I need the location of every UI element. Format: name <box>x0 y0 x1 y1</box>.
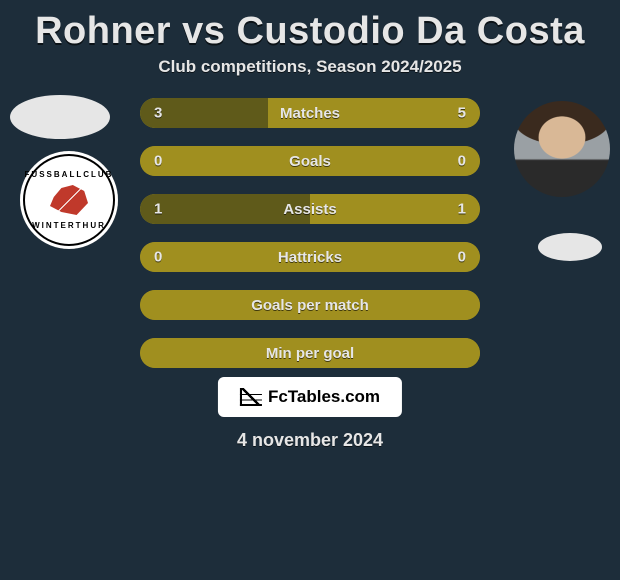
player-right-avatar <box>514 101 610 197</box>
comparison-content: FUSSBALLCLUB WINTERTHUR 3 5 Matches 0 0 Goals… <box>0 95 620 495</box>
stat-value-left: 0 <box>154 153 162 170</box>
stat-label: Matches <box>280 105 340 122</box>
player-left-avatar-placeholder <box>10 95 110 139</box>
stat-value-left: 0 <box>154 249 162 266</box>
stat-bar: 1 1 Assists <box>140 194 480 224</box>
stat-bar: Min per goal <box>140 338 480 368</box>
stat-value-right: 0 <box>458 249 466 266</box>
player-left-club-badge: FUSSBALLCLUB WINTERTHUR <box>20 151 118 249</box>
club-badge-arc-bottom: WINTERTHUR <box>32 221 106 230</box>
snapshot-date: 4 november 2024 <box>0 430 620 451</box>
stat-value-right: 0 <box>458 153 466 170</box>
stat-value-right: 1 <box>458 201 466 218</box>
stat-bar: Goals per match <box>140 290 480 320</box>
site-logo[interactable]: FcTables.com <box>218 377 402 417</box>
stat-bar-fill-left <box>140 146 310 176</box>
stat-label: Goals <box>289 153 331 170</box>
stat-value-left: 1 <box>154 201 162 218</box>
lion-icon <box>50 185 88 215</box>
player-right-club-placeholder <box>538 233 602 261</box>
stat-bar: 3 5 Matches <box>140 98 480 128</box>
comparison-bars: 3 5 Matches 0 0 Goals 1 1 Assists 0 0 Hattricks Goal… <box>140 98 480 368</box>
stat-label: Goals per match <box>251 297 369 314</box>
stat-value-right: 5 <box>458 105 466 122</box>
site-logo-text: FcTables.com <box>268 387 380 407</box>
stat-bar-fill-right <box>310 146 480 176</box>
stat-label: Assists <box>283 201 336 218</box>
stat-label: Hattricks <box>278 249 342 266</box>
stat-value-left: 3 <box>154 105 162 122</box>
comparison-title: Rohner vs Custodio Da Costa <box>0 0 620 57</box>
stat-bar: 0 0 Hattricks <box>140 242 480 272</box>
stat-bar: 0 0 Goals <box>140 146 480 176</box>
club-badge-arc-top: FUSSBALLCLUB <box>25 170 114 179</box>
chart-icon <box>240 388 262 406</box>
stat-label: Min per goal <box>266 345 354 362</box>
comparison-subtitle: Club competitions, Season 2024/2025 <box>0 57 620 95</box>
